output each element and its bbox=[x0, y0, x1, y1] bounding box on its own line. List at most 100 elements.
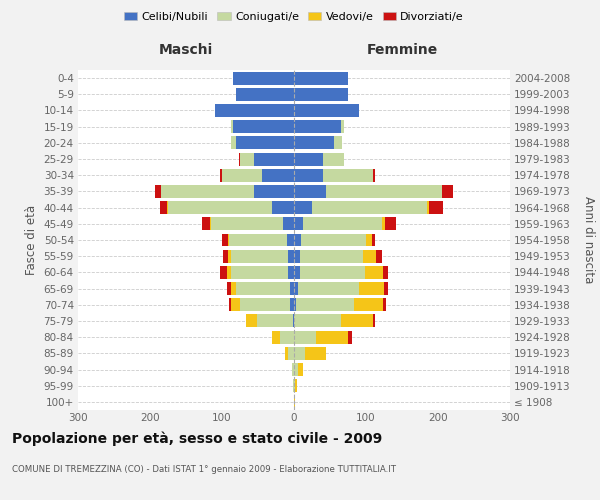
Bar bbox=[294, 363, 304, 376]
Bar bbox=[294, 298, 296, 311]
Bar bbox=[294, 152, 344, 166]
Bar bbox=[294, 266, 388, 279]
Bar bbox=[294, 379, 297, 392]
Bar bbox=[294, 185, 326, 198]
Bar bbox=[220, 169, 294, 181]
Bar bbox=[288, 250, 294, 262]
Bar bbox=[215, 104, 294, 117]
Bar bbox=[211, 218, 294, 230]
Bar bbox=[294, 201, 443, 214]
Bar bbox=[294, 314, 376, 328]
Bar bbox=[222, 169, 294, 181]
Bar bbox=[294, 396, 295, 408]
Bar bbox=[229, 234, 294, 246]
Bar bbox=[294, 330, 348, 344]
Bar bbox=[232, 298, 294, 311]
Bar bbox=[294, 250, 382, 262]
Bar bbox=[294, 282, 359, 295]
Bar bbox=[233, 72, 294, 85]
Bar bbox=[293, 379, 294, 392]
Bar bbox=[294, 169, 373, 181]
Bar bbox=[240, 152, 294, 166]
Bar bbox=[294, 136, 334, 149]
Bar bbox=[161, 185, 294, 198]
Bar bbox=[294, 120, 344, 133]
Bar bbox=[290, 298, 294, 311]
Bar bbox=[294, 379, 297, 392]
Bar bbox=[233, 72, 294, 85]
Bar bbox=[230, 266, 294, 279]
Bar bbox=[161, 185, 294, 198]
Bar bbox=[272, 330, 294, 344]
Bar bbox=[293, 314, 294, 328]
Bar bbox=[294, 363, 298, 376]
Bar bbox=[294, 104, 359, 117]
Bar bbox=[294, 234, 366, 246]
Bar bbox=[294, 185, 442, 198]
Bar bbox=[246, 314, 294, 328]
Text: Popolazione per età, sesso e stato civile - 2009: Popolazione per età, sesso e stato civil… bbox=[12, 431, 382, 446]
Bar bbox=[294, 347, 305, 360]
Bar bbox=[294, 363, 304, 376]
Bar bbox=[294, 298, 383, 311]
Bar bbox=[294, 88, 348, 101]
Bar bbox=[292, 363, 294, 376]
Bar bbox=[230, 282, 294, 295]
Bar bbox=[292, 363, 294, 376]
Bar bbox=[294, 136, 342, 149]
Bar bbox=[228, 234, 294, 246]
Bar bbox=[294, 185, 453, 198]
Bar bbox=[236, 88, 294, 101]
Bar bbox=[290, 282, 294, 295]
Bar bbox=[294, 104, 359, 117]
Bar bbox=[293, 379, 294, 392]
Bar bbox=[220, 266, 294, 279]
Bar bbox=[287, 234, 294, 246]
Bar bbox=[230, 120, 294, 133]
Y-axis label: Fasce di età: Fasce di età bbox=[25, 205, 38, 275]
Bar bbox=[246, 314, 294, 328]
Bar bbox=[294, 218, 385, 230]
Bar bbox=[294, 185, 442, 198]
Bar bbox=[222, 234, 294, 246]
Bar bbox=[236, 136, 294, 149]
Bar bbox=[294, 72, 348, 85]
Bar bbox=[292, 363, 294, 376]
Bar bbox=[294, 136, 342, 149]
Bar bbox=[294, 396, 295, 408]
Bar bbox=[167, 201, 294, 214]
Bar bbox=[294, 234, 372, 246]
Bar bbox=[294, 120, 344, 133]
Bar bbox=[294, 250, 363, 262]
Bar bbox=[262, 169, 294, 181]
Bar bbox=[294, 330, 316, 344]
Bar bbox=[294, 298, 354, 311]
Bar bbox=[294, 282, 384, 295]
Bar bbox=[236, 88, 294, 101]
Bar bbox=[294, 201, 312, 214]
Bar bbox=[294, 282, 388, 295]
Bar bbox=[240, 298, 294, 311]
Bar bbox=[294, 218, 382, 230]
Bar bbox=[294, 152, 344, 166]
Bar bbox=[202, 218, 294, 230]
Bar bbox=[168, 201, 294, 214]
Bar bbox=[257, 314, 294, 328]
Bar bbox=[239, 152, 294, 166]
Bar bbox=[230, 250, 294, 262]
Bar bbox=[294, 88, 348, 101]
Bar bbox=[236, 282, 294, 295]
Text: Maschi: Maschi bbox=[159, 43, 213, 57]
Bar bbox=[294, 136, 342, 149]
Bar bbox=[294, 104, 359, 117]
Bar bbox=[222, 169, 294, 181]
Bar bbox=[227, 266, 294, 279]
Bar bbox=[236, 88, 294, 101]
Bar bbox=[233, 72, 294, 85]
Bar bbox=[294, 347, 326, 360]
Bar bbox=[215, 104, 294, 117]
Bar bbox=[294, 314, 341, 328]
Bar bbox=[294, 282, 298, 295]
Bar bbox=[294, 88, 348, 101]
Bar bbox=[288, 266, 294, 279]
